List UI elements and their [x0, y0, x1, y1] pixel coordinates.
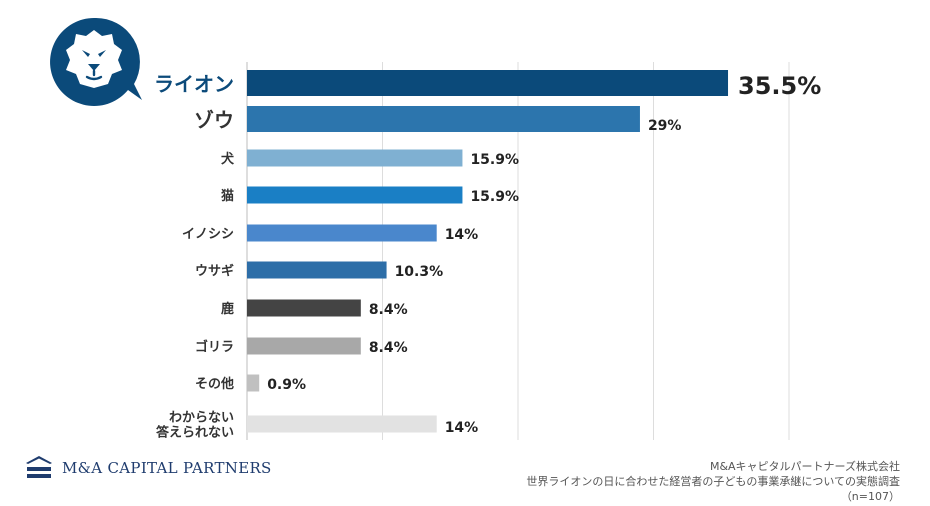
category-label: イノシシ	[182, 227, 234, 242]
category-label: ウサギ	[195, 263, 234, 279]
mountain-layers-icon	[26, 456, 52, 478]
value-label: 14%	[445, 420, 479, 436]
category-label: その他	[195, 376, 234, 392]
value-label: 8.4%	[369, 302, 408, 318]
category-label: わからない	[169, 411, 234, 426]
value-label: 15.9%	[470, 152, 519, 168]
source-note: M&Aキャピタルパートナーズ株式会社 世界ライオンの日に合わせた経営者の子どもの…	[526, 459, 900, 504]
bar	[247, 337, 361, 355]
category-label: ゴリラ	[195, 339, 234, 355]
bar	[247, 186, 463, 204]
value-label: 10.3%	[395, 264, 444, 280]
value-label: 15.9%	[470, 189, 519, 205]
bar	[247, 149, 463, 167]
value-label: 35.5%	[738, 72, 821, 100]
category-label: 鹿	[221, 301, 234, 317]
source-sample: （n=107）	[840, 490, 900, 503]
bar	[247, 261, 387, 279]
company-logo-text: M&A CAPITAL PARTNERS	[62, 459, 272, 477]
source-company: M&Aキャピタルパートナーズ株式会社	[709, 460, 900, 473]
value-label: 29%	[648, 118, 682, 134]
category-label: 猫	[221, 188, 234, 204]
bar	[247, 374, 260, 392]
value-label: 0.9%	[267, 377, 306, 393]
source-survey: 世界ライオンの日に合わせた経営者の子どもの事業承継についての実態調査	[526, 475, 900, 488]
bar	[247, 70, 729, 96]
lion-badge	[44, 14, 144, 108]
bar	[247, 415, 437, 433]
bar	[247, 224, 437, 242]
lion-face-icon	[50, 17, 142, 106]
category-label: ライオン	[154, 72, 234, 96]
category-label: ゾウ	[194, 108, 234, 132]
value-label: 14%	[445, 227, 479, 243]
category-label: 答えられない	[156, 425, 234, 441]
bar	[247, 299, 361, 317]
category-label: 犬	[221, 151, 235, 167]
value-label: 8.4%	[369, 340, 408, 356]
company-logo: M&A CAPITAL PARTNERS	[24, 454, 272, 482]
bar	[247, 106, 640, 132]
